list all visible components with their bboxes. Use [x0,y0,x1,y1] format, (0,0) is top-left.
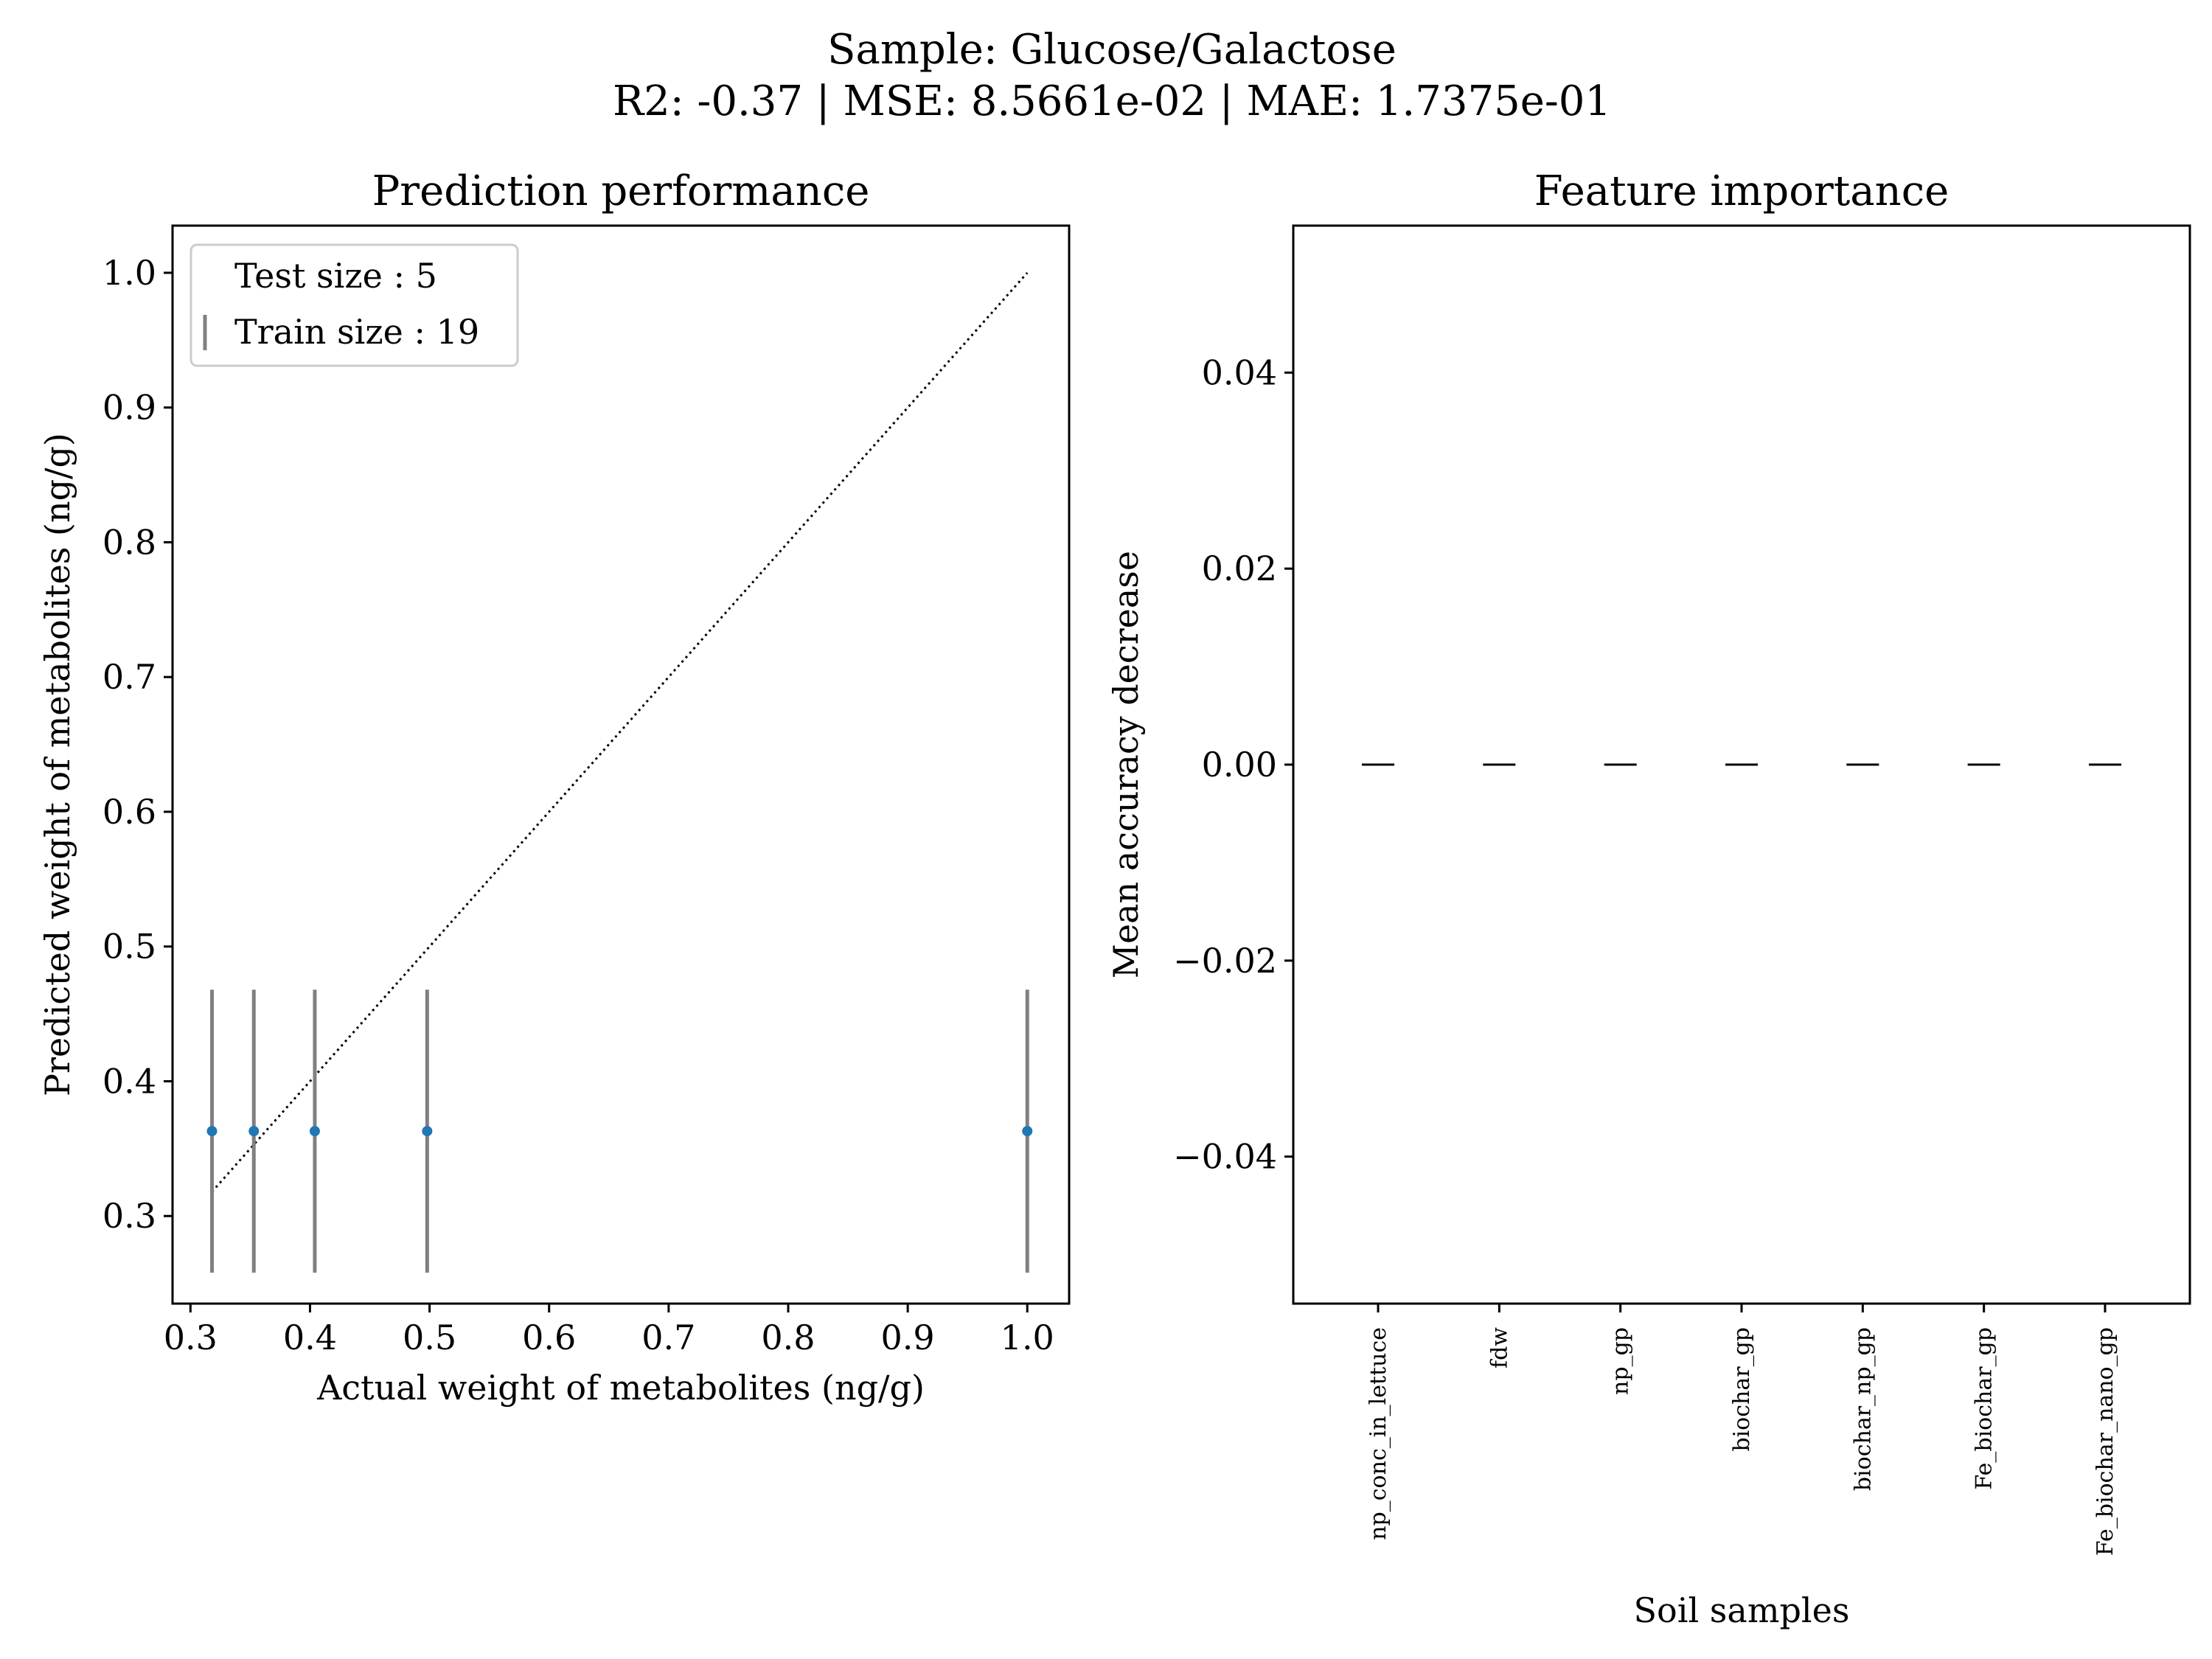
right-y-tick-label-4: −0.04 [1173,1137,1277,1177]
right-y-tick-label-1: 0.02 [1202,549,1277,588]
left-axes-frame [171,224,1071,1305]
category-label-2: np_gp [1608,1327,1634,1395]
x-tick-label-7: 1.0 [1001,1318,1054,1357]
x-tick-label-4: 0.7 [641,1318,695,1357]
left-panel-title: Prediction performance [372,167,870,215]
right-y-tick-label-3: −0.02 [1173,941,1277,981]
y-tick-label-7: 1.0 [102,253,156,293]
category-label-6: Fe_biochar_nano_gp [2093,1327,2118,1556]
x-tick-label-6: 0.9 [881,1318,935,1357]
y-tick-label-5: 0.8 [102,522,156,562]
prediction-performance-panel: Prediction performance 0.3 0.4 0.5 0.6 0.7 0.… [38,167,1071,1408]
y-tick-label-0: 0.3 [102,1196,156,1236]
right-panel-title: Feature importance [1534,167,1949,215]
right-y-tick-label-0: 0.04 [1202,352,1277,392]
x-tick-label-5: 0.8 [761,1318,815,1357]
legend-entry-train-size: Train size : 19 [234,312,479,352]
right-y-ticks: 0.04 0.02 0.00 −0.02 −0.04 [1173,352,1293,1177]
legend-box [189,243,519,367]
category-label-5: Fe_biochar_gp [1972,1327,1997,1490]
right-y-axis-label: Mean accuracy decrease [1106,551,1146,978]
figure-title-line2: R2: -0.37 | MSE: 8.5661e-02 | MAE: 1.737… [613,77,1611,125]
category-label-3: biochar_gp [1729,1327,1755,1452]
category-label-1: fdw [1486,1327,1512,1368]
legend-entry-test-size: Test size : 5 [234,256,437,296]
legend: Test size : 5 Train size : 19 [189,243,519,367]
data-point-4 [1022,1126,1033,1137]
x-tick-label-0: 0.3 [164,1318,218,1357]
data-point-0 [206,1126,218,1137]
figure-title-line1: Sample: Glucose/Galactose [827,26,1397,74]
category-label-4: biochar_np_gp [1850,1327,1876,1491]
left-x-axis-label: Actual weight of metabolites (ng/g) [316,1368,925,1408]
right-y-tick-label-2: 0.00 [1202,745,1277,785]
left-plot-marks [206,271,1033,1273]
y-tick-label-1: 0.4 [102,1061,156,1101]
left-y-ticks: 0.3 0.4 0.5 0.6 0.7 0.8 0.9 1.0 [102,253,173,1236]
x-tick-label-3: 0.6 [522,1318,576,1357]
data-point-2 [309,1126,320,1137]
y-tick-label-3: 0.6 [102,792,156,832]
data-point-3 [422,1126,433,1137]
y-tick-label-6: 0.9 [102,388,156,428]
feature-importance-panel: Feature importance 0.04 0.02 0.00 −0.02 −0.0… [1106,167,2191,1630]
x-tick-label-1: 0.4 [283,1318,337,1357]
y-tick-label-2: 0.5 [102,927,156,967]
left-y-axis-label: Predicted weight of metabolites (ng/g) [38,433,77,1096]
left-x-ticks: 0.3 0.4 0.5 0.6 0.7 0.8 0.9 1.0 [164,1304,1054,1357]
data-point-1 [248,1126,260,1137]
right-x-axis-label: Soil samples [1634,1590,1850,1630]
x-tick-label-2: 0.5 [403,1318,456,1357]
identity-line [211,271,1029,1193]
right-x-ticks: np_conc_in_lettuce fdw np_gp biochar_gp bioc… [1366,1304,2118,1556]
y-tick-label-4: 0.7 [102,657,156,697]
category-label-0: np_conc_in_lettuce [1366,1327,1391,1540]
